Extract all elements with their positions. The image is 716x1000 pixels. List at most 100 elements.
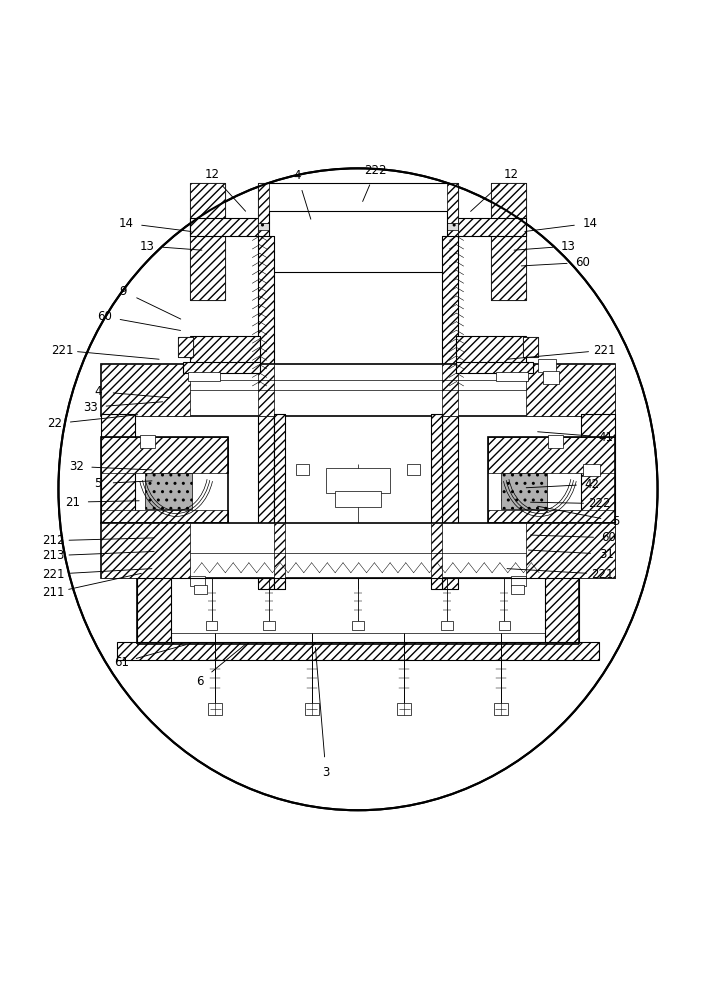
Bar [326,468,390,493]
Bar [538,359,556,372]
Bar [491,183,526,300]
Bar [442,236,458,589]
Bar [511,585,524,594]
Bar [190,576,205,586]
Text: 4: 4 [94,385,102,398]
Bar [194,585,207,594]
Bar [488,510,615,523]
Bar [296,464,309,475]
Bar [258,183,458,236]
Bar [431,414,442,589]
Bar [101,523,190,578]
Text: 22: 22 [47,417,62,430]
Text: 13: 13 [561,240,576,253]
Text: 42: 42 [584,478,599,491]
Bar [442,236,458,589]
Bar [511,576,526,586]
Bar [442,364,458,416]
Text: 211: 211 [42,586,64,599]
Bar [456,362,533,373]
Text: 221: 221 [591,568,613,581]
Text: 33: 33 [83,401,98,414]
Bar [526,364,615,416]
Bar [101,523,615,578]
Text: 61: 61 [114,656,129,669]
Bar [101,510,228,523]
Bar [448,183,458,223]
Bar [178,337,193,357]
Bar [431,414,442,589]
Bar [206,621,218,630]
Bar [274,414,285,589]
Bar [258,183,268,223]
Bar [352,621,364,630]
Bar [117,642,599,660]
Bar [543,371,559,384]
Text: 21: 21 [65,496,80,509]
Bar [101,437,228,473]
Text: 221: 221 [593,344,615,357]
Bar [258,223,458,230]
Text: 32: 32 [69,460,84,473]
Bar [526,523,615,578]
Bar [456,336,526,364]
Bar [583,464,601,476]
Bar [500,473,547,509]
Text: 12: 12 [504,168,519,181]
Bar [493,703,508,715]
Bar [140,435,155,448]
Bar [491,183,526,300]
Text: 9: 9 [119,285,127,298]
Text: 60: 60 [575,256,590,269]
Bar [258,236,274,589]
Bar [442,621,453,630]
Bar [101,414,135,525]
Bar [101,414,135,525]
Bar [548,435,563,448]
Text: 6: 6 [196,675,203,688]
Text: 222: 222 [364,164,387,177]
Bar [101,364,615,416]
Bar [208,703,223,715]
Text: 12: 12 [204,168,219,181]
Bar [545,578,579,644]
Text: 212: 212 [42,534,64,547]
Bar [523,337,538,357]
Bar [258,236,274,589]
Text: 14: 14 [119,217,134,230]
Text: 14: 14 [582,217,597,230]
Text: 41: 41 [599,431,614,444]
Text: 4: 4 [294,169,301,182]
Bar [190,336,260,364]
Text: 60: 60 [97,310,112,323]
Bar [581,414,615,525]
Bar [145,473,192,509]
Bar [581,414,615,525]
Text: 221: 221 [42,568,64,581]
Text: 222: 222 [588,497,610,510]
Text: 221: 221 [51,344,73,357]
Text: 5: 5 [94,477,102,490]
Bar [495,372,528,381]
Bar [190,183,225,300]
Bar [258,364,274,416]
Bar [101,364,190,416]
Bar [488,437,615,523]
Text: 31: 31 [599,548,614,561]
Bar [523,337,538,357]
Bar [488,437,615,473]
Bar [407,464,420,475]
Bar [190,218,526,236]
Bar [263,621,274,630]
Text: 3: 3 [322,766,329,779]
Bar [498,621,510,630]
Bar [431,523,442,578]
Bar [188,372,221,381]
Text: 60: 60 [601,531,616,544]
Bar [101,437,228,523]
Bar [335,491,381,507]
Text: 13: 13 [140,240,155,253]
Bar [397,703,412,715]
Bar [190,183,225,300]
Bar [178,337,193,357]
